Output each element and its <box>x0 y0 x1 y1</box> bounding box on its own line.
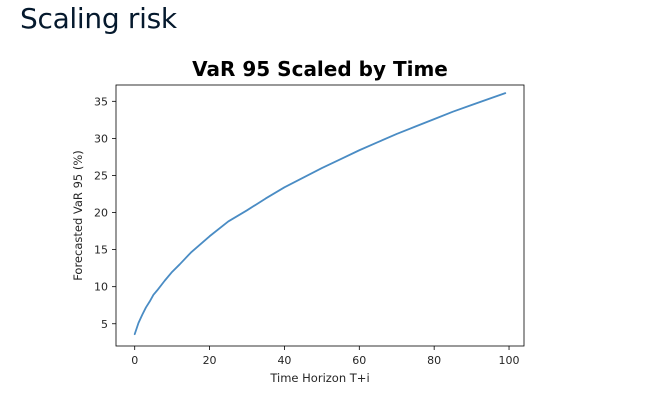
series-line-0 <box>133 92 507 336</box>
x-tick-label: 60 <box>352 354 366 367</box>
y-axis-label: Forecasted VaR 95 (%) <box>71 150 85 281</box>
plot-frame <box>115 84 525 347</box>
y-tick-label: 25 <box>94 169 108 182</box>
y-tick-label: 20 <box>94 207 108 220</box>
slide-title: Scaling risk <box>20 2 177 35</box>
y-tick-label: 5 <box>101 318 108 331</box>
x-tick-label: 40 <box>277 354 291 367</box>
x-tick-label: 100 <box>499 354 520 367</box>
x-axis: 0 20 40 60 80 100 <box>131 346 520 367</box>
y-axis: 5 10 15 20 25 30 35 <box>94 95 116 331</box>
y-tick-label: 30 <box>94 132 108 145</box>
x-tick-label: 20 <box>203 354 217 367</box>
y-tick-label: 15 <box>94 244 108 257</box>
series-layer <box>133 92 507 336</box>
y-tick-label: 35 <box>94 95 108 108</box>
x-tick-label: 0 <box>131 354 138 367</box>
chart-title: VaR 95 Scaled by Time <box>192 57 448 81</box>
x-axis-label: Time Horizon T+i <box>269 371 369 385</box>
y-tick-label: 10 <box>94 281 108 294</box>
x-tick-label: 80 <box>427 354 441 367</box>
